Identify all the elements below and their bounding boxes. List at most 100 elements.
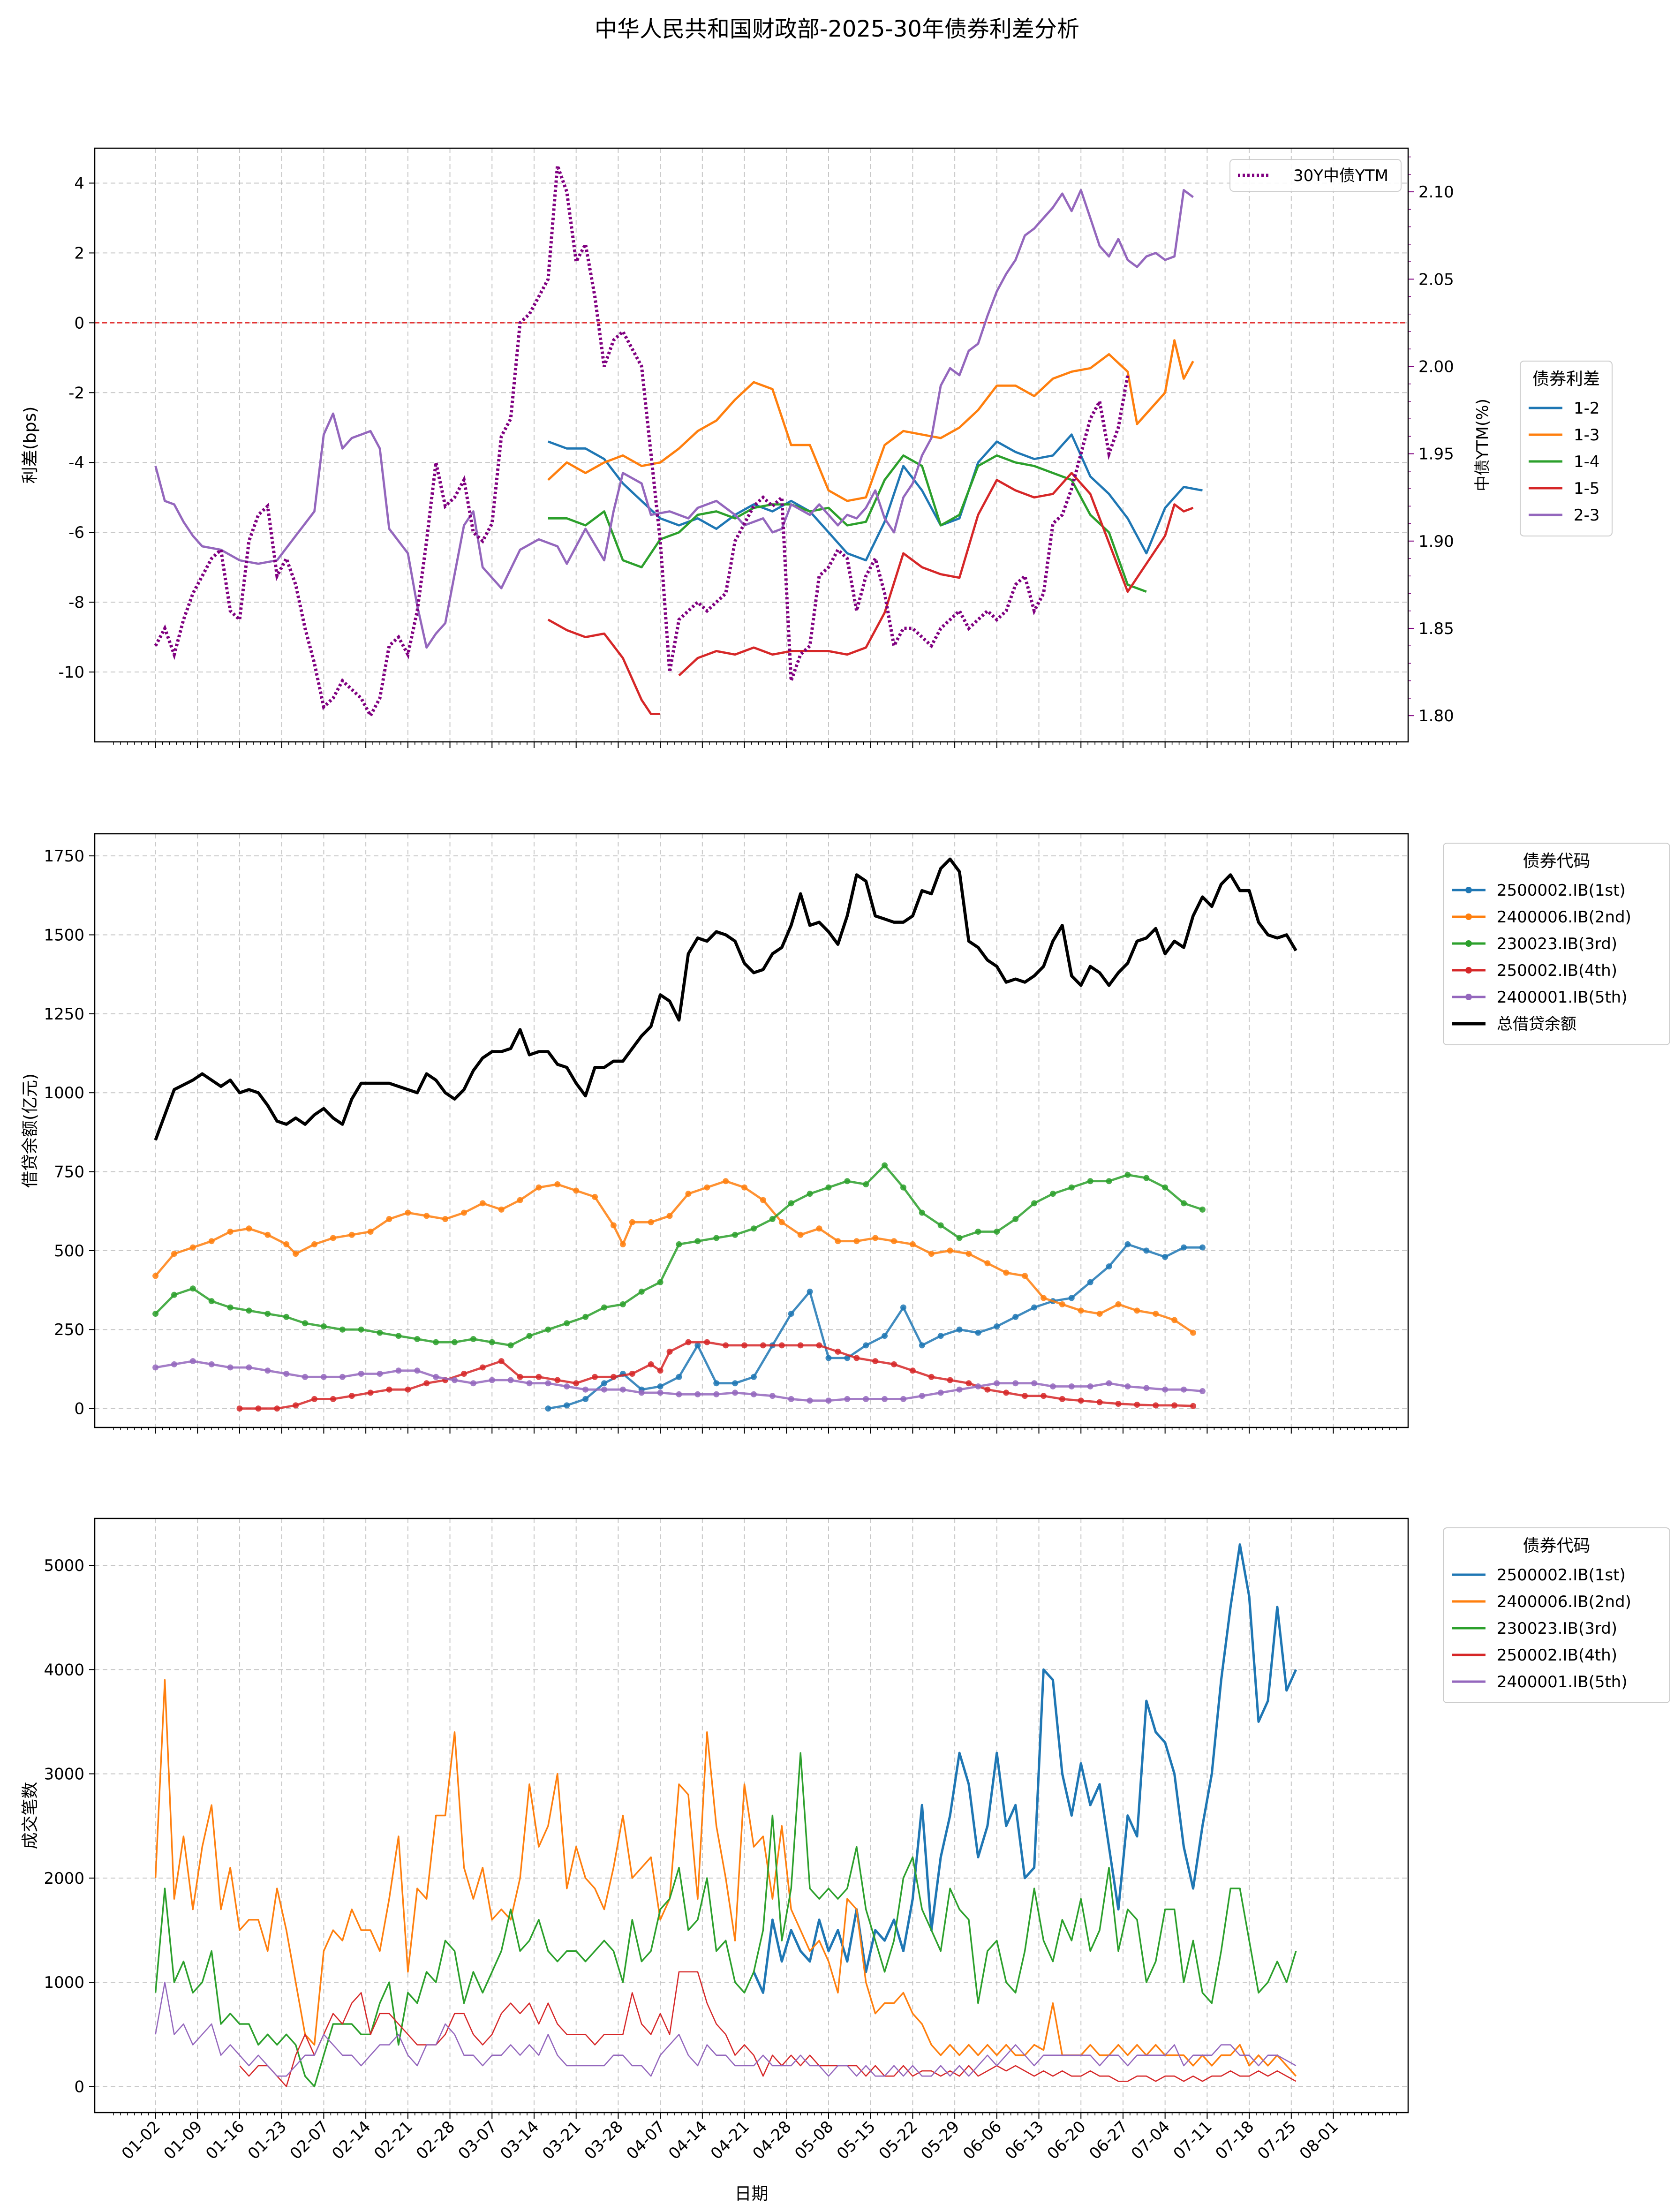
point-2400001-ib-5th-28 — [676, 1391, 682, 1397]
x-axis-0 — [113, 742, 1397, 748]
point-2400006-ib-2nd-43 — [928, 1251, 935, 1257]
figure-title: 中华人民共和国财政部-2025-30年债券利差分析 — [595, 16, 1079, 42]
point-230023-ib-3rd-34 — [788, 1200, 794, 1207]
x-tick-label-16: 05-08 — [791, 2117, 837, 2163]
point-2400006-ib-2nd-34 — [760, 1197, 766, 1203]
point-250002-ib-4th-20 — [610, 1374, 617, 1380]
y-tick-label-6: 1500 — [44, 926, 84, 944]
legend-marker-2500002-ib-1st — [1465, 887, 1472, 893]
point-230023-ib-3rd-1 — [171, 1291, 177, 1298]
point-2500002-ib-1st-6 — [657, 1383, 664, 1389]
series-line--5 — [154, 857, 1297, 1141]
point-2400006-ib-2nd-52 — [1096, 1311, 1103, 1317]
point-250002-ib-4th-2 — [274, 1405, 280, 1412]
point-2400001-ib-5th-49 — [1068, 1383, 1075, 1389]
point-2400001-ib-5th-24 — [601, 1386, 608, 1393]
x-tick-label-21: 06-13 — [1002, 2117, 1048, 2163]
point-2500002-ib-1st-31 — [1124, 1241, 1131, 1247]
point-2400001-ib-5th-48 — [1049, 1383, 1056, 1389]
point-250002-ib-4th-18 — [573, 1380, 580, 1387]
point-250002-ib-4th-26 — [704, 1339, 710, 1345]
point-2400001-ib-5th-0 — [152, 1364, 159, 1371]
x-tick-label-8: 03-07 — [454, 2117, 500, 2163]
trades-panel: 0 1000 2000 3000 4000 5000 成交笔数 债券代码 2500002.IB(… — [21, 1517, 1670, 2204]
point-2400001-ib-5th-10 — [339, 1374, 346, 1380]
y-tick-label-5: -6 — [68, 523, 84, 542]
point-250002-ib-4th-41 — [984, 1386, 991, 1393]
point-230023-ib-3rd-11 — [358, 1326, 364, 1333]
point-250002-ib-4th-24 — [666, 1348, 673, 1355]
point-250002-ib-4th-47 — [1096, 1399, 1103, 1405]
point-2400001-ib-5th-6 — [264, 1367, 271, 1374]
point-250002-ib-4th-13 — [479, 1364, 486, 1371]
point-2500002-ib-1st-7 — [676, 1374, 682, 1380]
y-tick-label-1: 1000 — [44, 1973, 84, 1992]
legend-label-1-2: 1-2 — [1574, 399, 1600, 418]
point-250002-ib-4th-6 — [348, 1393, 355, 1399]
point-230023-ib-3rd-5 — [246, 1307, 252, 1314]
y-tick-label-2: 0 — [74, 314, 84, 332]
point-2400001-ib-5th-42 — [937, 1389, 944, 1396]
legend-1: 债券代码 2500002.IB(1st) 2400006.IB(2nd) 230023… — [1443, 843, 1670, 1045]
series-line-2-3-5 — [154, 189, 1194, 649]
point-250002-ib-4th-46 — [1078, 1397, 1084, 1404]
point-2400006-ib-2nd-57 — [1190, 1329, 1196, 1336]
point-2500002-ib-1st-1 — [564, 1402, 570, 1409]
point-2400001-ib-5th-26 — [638, 1389, 645, 1396]
x-tick-label-26: 07-18 — [1212, 2117, 1258, 2163]
point-250002-ib-4th-40 — [965, 1380, 972, 1387]
point-2400006-ib-2nd-13 — [386, 1216, 392, 1223]
point-230023-ib-3rd-51 — [1106, 1178, 1112, 1185]
series-line-2400006-ib-2nd-1 — [154, 1679, 1297, 2077]
legend-0: 债券利差 1-2 1-3 1-4 1-5 2-3 — [1520, 361, 1613, 536]
point-250002-ib-4th-48 — [1115, 1400, 1122, 1407]
legend-box-2 — [1443, 1527, 1670, 1703]
point-2500002-ib-1st-9 — [713, 1380, 720, 1387]
legend-label-2500002-ib-1st: 2500002.IB(1st) — [1497, 1566, 1626, 1585]
point-230023-ib-3rd-3 — [208, 1298, 215, 1305]
point-2400001-ib-5th-22 — [564, 1383, 570, 1389]
point-250002-ib-4th-10 — [423, 1380, 430, 1387]
point-2400006-ib-2nd-51 — [1078, 1307, 1084, 1314]
point-2400001-ib-5th-45 — [994, 1380, 1000, 1387]
point-230023-ib-3rd-39 — [882, 1162, 888, 1169]
legend-label-1-5: 1-5 — [1574, 479, 1600, 498]
point-2400006-ib-2nd-2 — [189, 1244, 196, 1251]
y-tick-label-0: 0 — [74, 2077, 84, 2096]
point-2500002-ib-1st-24 — [994, 1323, 1000, 1330]
legend-label-2500002-ib-1st: 2500002.IB(1st) — [1497, 881, 1626, 900]
series-line-2500002-ib-1st-0 — [753, 1543, 1297, 1994]
grid-2 — [95, 1518, 1408, 2113]
point-2400006-ib-2nd-15 — [423, 1213, 430, 1219]
point-2500002-ib-1st-29 — [1087, 1279, 1093, 1285]
y-tick-label-4: 1000 — [44, 1084, 84, 1102]
point-2400006-ib-2nd-33 — [741, 1184, 748, 1191]
legend-marker-2400001-ib-5th — [1465, 994, 1472, 1000]
legend-label-250002-ib-4th: 250002.IB(4th) — [1497, 961, 1617, 980]
point-2400001-ib-5th-23 — [582, 1386, 589, 1393]
point-230023-ib-3rd-13 — [395, 1333, 402, 1339]
point-230023-ib-3rd-6 — [264, 1311, 271, 1317]
point-230023-ib-3rd-43 — [956, 1235, 963, 1241]
series-group-0 — [154, 165, 1203, 719]
point-2400006-ib-2nd-17 — [460, 1209, 467, 1216]
point-250002-ib-4th-39 — [947, 1377, 953, 1383]
point-2400006-ib-2nd-28 — [648, 1219, 654, 1225]
x-tick-label-7: 02-28 — [413, 2117, 459, 2163]
point-2500002-ib-1st-30 — [1106, 1263, 1112, 1270]
point-250002-ib-4th-52 — [1190, 1403, 1196, 1409]
point-2400006-ib-2nd-21 — [535, 1184, 542, 1191]
point-2400001-ib-5th-17 — [470, 1380, 476, 1387]
point-230023-ib-3rd-18 — [489, 1339, 495, 1345]
point-250002-ib-4th-49 — [1134, 1402, 1140, 1408]
point-230023-ib-3rd-12 — [377, 1329, 383, 1336]
point-2500002-ib-1st-35 — [1199, 1244, 1206, 1251]
point-230023-ib-3rd-27 — [657, 1279, 664, 1285]
point-2400006-ib-2nd-4 — [227, 1228, 234, 1235]
secondary-legend: 30Y中债YTM — [1229, 159, 1402, 192]
point-2400001-ib-5th-41 — [919, 1393, 925, 1399]
point-230023-ib-3rd-49 — [1068, 1184, 1075, 1191]
point-2400001-ib-5th-20 — [526, 1380, 533, 1387]
